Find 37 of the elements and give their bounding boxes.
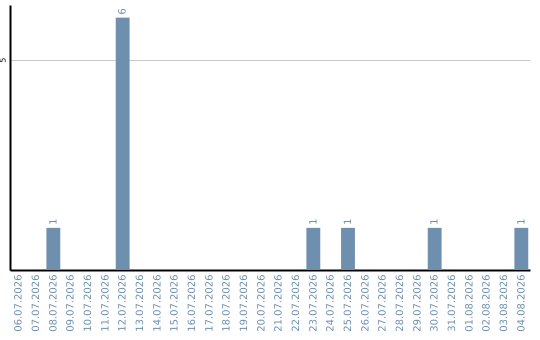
- x-tick-label: 15.07.2026: [170, 274, 181, 332]
- x-tick-label: 20.07.2026: [256, 274, 268, 332]
- x-tick-label: 12.07.2026: [118, 274, 129, 332]
- x-tick-label: 22.07.2026: [291, 274, 302, 332]
- x-tick-label: 27.07.2026: [378, 274, 389, 332]
- x-tick-label: 08.07.2026: [48, 274, 60, 332]
- x-tick-label: 01.08.2026: [464, 274, 476, 332]
- x-tick-label: 10.07.2026: [83, 274, 94, 332]
- x-tick-label: 31.07.2026: [447, 274, 458, 332]
- x-tick-label: 09.07.2026: [66, 274, 77, 332]
- x-tick-label: 18.07.2026: [222, 274, 233, 332]
- x-tick-label: 28.07.2026: [395, 274, 406, 332]
- x-tick-label: 25.07.2026: [343, 274, 354, 332]
- data-label: 1: [48, 218, 60, 225]
- x-tick-label: 06.07.2026: [14, 274, 25, 332]
- x-tick-label: 11.07.2026: [100, 274, 112, 332]
- x-tick-label: 02.08.2026: [482, 274, 493, 332]
- x-tick-label: 21.07.2026: [274, 274, 285, 332]
- x-tick-label: 24.07.2026: [326, 274, 337, 332]
- x-tick-label: 04.08.2026: [516, 274, 528, 332]
- x-tick-label: 14.07.2026: [152, 274, 164, 332]
- x-tick-label: 13.07.2026: [135, 274, 146, 332]
- x-tick-label: 23.07.2026: [308, 274, 320, 332]
- x-tick-label: 26.07.2026: [360, 274, 372, 332]
- x-tick-label: 30.07.2026: [430, 274, 441, 332]
- x-tick-label: 19.07.2026: [239, 274, 250, 332]
- y-tick-label: 5: [0, 58, 8, 63]
- data-label: 1: [343, 218, 354, 225]
- data-label: 1: [516, 218, 528, 225]
- x-tick-label: 17.07.2026: [204, 274, 216, 332]
- x-tick-label: 07.07.2026: [31, 274, 42, 332]
- data-label: 1: [430, 218, 441, 225]
- x-tick-label: 03.08.2026: [499, 274, 510, 332]
- data-label: 1: [308, 218, 320, 225]
- data-label: 6: [118, 8, 129, 15]
- x-tick-label: 16.07.2026: [187, 274, 198, 332]
- x-tick-label: 29.07.2026: [412, 274, 424, 332]
